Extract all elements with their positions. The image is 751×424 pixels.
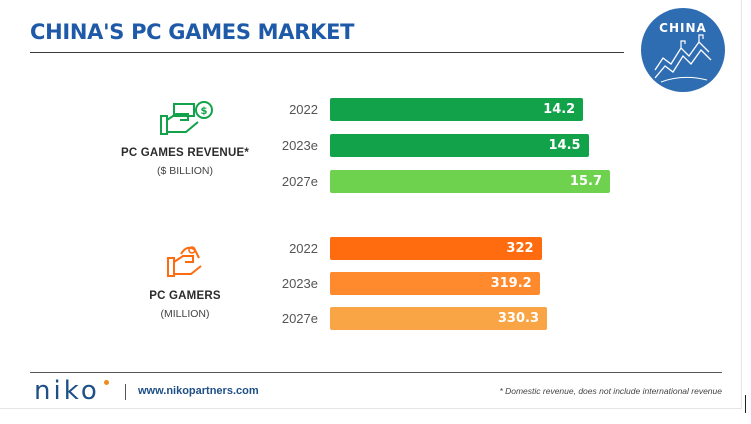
title-divider [30, 52, 624, 53]
revenue-bar [330, 134, 589, 157]
gamer-hand-icon [167, 246, 202, 277]
gamers-bar [330, 307, 547, 330]
gamers-title: PC GAMERS [149, 290, 221, 302]
footer-divider [30, 372, 722, 373]
great-wall-icon: CHINA [654, 21, 712, 83]
money-hand-icon: $ [160, 101, 213, 135]
bar-value-label: 14.5 [548, 138, 581, 153]
niko-logo: niko [34, 376, 100, 406]
logo-dot [104, 380, 109, 385]
year-label: 2023e [281, 138, 318, 153]
bar-value-label: 14.2 [543, 102, 576, 117]
bar-value-label: 319.2 [490, 276, 532, 291]
gamers-bar [330, 237, 542, 260]
year-label: 2022 [289, 241, 318, 256]
svg-text:$: $ [201, 106, 208, 117]
badge-text: CHINA [659, 21, 707, 35]
bar-value-label: 15.7 [569, 174, 602, 189]
revenue-title: PC GAMES REVENUE* [120, 147, 249, 159]
revenue-unit: ($ BILLION) [156, 165, 214, 177]
bar-value-label: 330.3 [497, 311, 539, 326]
website-link[interactable]: www.nikopartners.com [138, 385, 259, 397]
year-label: 2022 [289, 102, 318, 117]
revenue-bar [330, 170, 610, 193]
year-label: 2027e [281, 311, 318, 326]
footnote: * Domestic revenue, does not include int… [499, 386, 722, 396]
revenue-bar [330, 98, 584, 121]
bar-value-label: 322 [506, 241, 534, 256]
gamers-label: PC GAMERS (MILLION) [110, 290, 260, 320]
page-title: CHINA'S PC GAMES MARKET [30, 20, 355, 44]
year-label: 2023e [281, 276, 318, 291]
revenue-label: PC GAMES REVENUE* ($ BILLION) [110, 147, 260, 177]
gamers-bar [330, 272, 540, 295]
footer-separator [125, 384, 126, 400]
gamers-unit: (MILLION) [160, 308, 210, 320]
text-cursor [745, 395, 746, 413]
infographic-page: CHINA'S PC GAMES MARKET CHINA $ PC GAMES… [0, 0, 742, 409]
china-badge: CHINA [641, 8, 725, 92]
year-label: 2027e [281, 174, 318, 189]
